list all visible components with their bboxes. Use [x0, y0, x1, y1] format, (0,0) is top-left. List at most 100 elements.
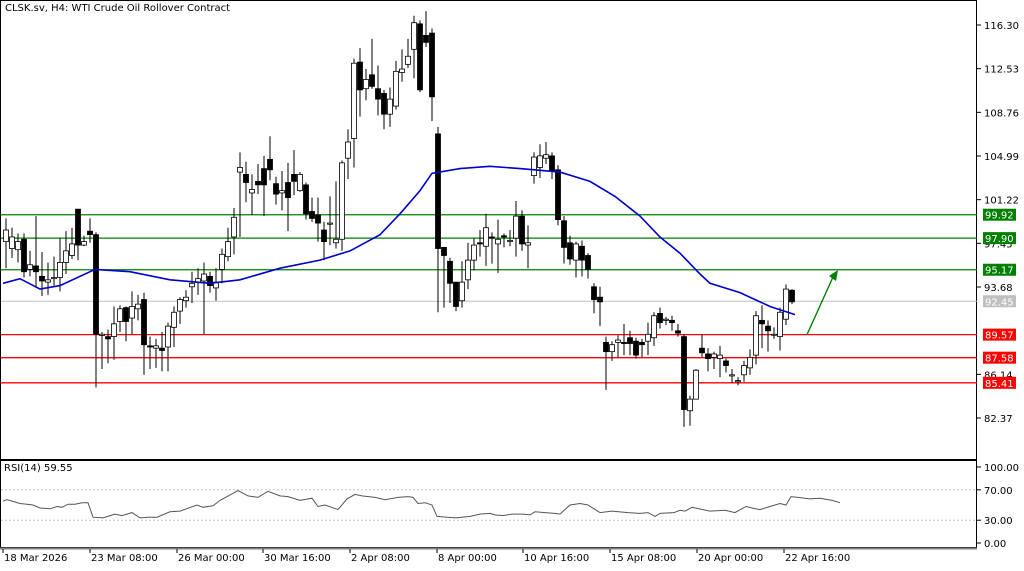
- time-tick-label: 22 Apr 16:00: [785, 553, 850, 564]
- bull-candle: [57, 262, 63, 278]
- bull-candle: [333, 238, 339, 244]
- bull-candle: [729, 374, 735, 377]
- bull-candle: [183, 296, 189, 302]
- bull-candle: [363, 79, 369, 90]
- bull-candle: [771, 333, 777, 336]
- price-label-bg: [983, 376, 1016, 389]
- bear-candle: [447, 260, 453, 284]
- bear-candle: [303, 184, 309, 215]
- bear-candle: [315, 214, 321, 224]
- price-label-bg: [983, 351, 1016, 364]
- bear-candle: [123, 307, 129, 322]
- bear-candle: [597, 296, 603, 303]
- bear-candle: [669, 319, 675, 324]
- bear-candle: [681, 336, 687, 410]
- bear-candle: [477, 242, 483, 245]
- time-tick-label: 20 Apr 00:00: [698, 553, 763, 564]
- bull-candle: [411, 22, 417, 50]
- price-label-bg: [983, 208, 1016, 221]
- bull-candle: [231, 216, 237, 238]
- bull-candle: [393, 70, 399, 107]
- bull-candle: [507, 240, 513, 243]
- rsi-line: [2, 490, 841, 519]
- bull-candle: [609, 344, 615, 353]
- bear-candle: [381, 92, 387, 115]
- bull-candle: [465, 259, 471, 281]
- time-tick-label: 15 Apr 08:00: [611, 553, 676, 564]
- price-label-text: 87.58: [985, 354, 1014, 365]
- bull-candle: [189, 282, 195, 288]
- rsi-tick-label: 100.00: [984, 463, 1019, 474]
- bull-candle: [279, 190, 285, 194]
- bull-candle: [339, 162, 345, 240]
- bear-candle: [567, 242, 573, 260]
- price-label-bg: [983, 263, 1016, 276]
- bull-candle: [459, 281, 465, 302]
- time-tick-label: 10 Apr 16:00: [524, 553, 589, 564]
- time-axis[interactable]: 18 Mar 2026 23 Mar 08:00 26 Mar 00:00 30 Ma…: [2, 549, 850, 564]
- bull-candle: [219, 253, 225, 270]
- bull-candle: [663, 318, 669, 321]
- bull-candle: [165, 325, 171, 348]
- price-axis[interactable]: 116.30 112.53 108.76 104.99 101.22 97.45 93.68…: [977, 21, 1019, 425]
- bull-candle: [717, 354, 723, 359]
- bull-candle: [531, 156, 537, 176]
- bear-candle: [375, 88, 381, 100]
- bear-candle: [759, 319, 765, 325]
- bear-candle: [243, 174, 249, 183]
- bear-candle: [639, 341, 645, 346]
- bull-candle: [111, 323, 117, 337]
- bull-candle: [327, 222, 333, 225]
- bear-candle: [141, 299, 147, 346]
- bull-candle: [69, 243, 75, 256]
- price-tick-label: 104.99: [984, 152, 1019, 163]
- bull-candle: [735, 380, 741, 383]
- bear-candle: [33, 265, 39, 273]
- bear-candle: [627, 337, 633, 344]
- bull-candle: [45, 279, 51, 283]
- bear-candle: [435, 133, 441, 249]
- price-label-text: 89.57: [985, 331, 1014, 342]
- bull-candle: [405, 55, 411, 65]
- bull-candle: [129, 306, 135, 319]
- price-tick-label: 108.76: [984, 108, 1019, 119]
- bear-candle: [699, 347, 705, 354]
- bear-candle: [519, 215, 525, 245]
- bear-candle: [765, 325, 771, 332]
- price-tick-label: 112.53: [984, 65, 1019, 76]
- bear-candle: [585, 255, 591, 270]
- chart-title: CLSK.sv, H4: WTI Crude Oil Rollover Cont…: [5, 3, 231, 14]
- bear-candle: [75, 208, 81, 246]
- bull-candle: [537, 155, 543, 168]
- price-tick-label: 101.22: [984, 196, 1019, 207]
- horizontal-levels: [1, 214, 977, 384]
- bear-candle: [273, 183, 279, 195]
- time-tick-label: 23 Mar 08:00: [91, 553, 158, 564]
- arrow-head: [829, 270, 838, 281]
- bear-candle: [261, 168, 267, 186]
- bear-candle: [453, 281, 459, 307]
- bear-candle: [321, 229, 327, 243]
- bear-candle: [39, 275, 45, 282]
- bull-candle: [753, 315, 759, 356]
- bull-candle: [345, 141, 351, 159]
- bear-candle: [21, 238, 27, 273]
- bull-candle: [15, 241, 21, 251]
- bear-candle: [159, 347, 165, 351]
- bear-candle: [423, 35, 429, 43]
- bull-candle: [693, 369, 699, 400]
- price-label-text: 99.92: [985, 211, 1014, 222]
- price-label-text: 95.17: [985, 266, 1014, 277]
- bull-candle: [483, 227, 489, 247]
- bear-candle: [489, 236, 495, 239]
- bear-candle: [555, 169, 561, 220]
- bear-candle: [561, 220, 567, 248]
- time-tick-label: 26 Mar 00:00: [178, 553, 245, 564]
- bull-candle: [237, 167, 243, 173]
- bull-candle: [177, 299, 183, 312]
- bear-candle: [207, 275, 213, 287]
- bear-candle: [267, 158, 273, 171]
- price-label-text: 85.41: [985, 379, 1014, 390]
